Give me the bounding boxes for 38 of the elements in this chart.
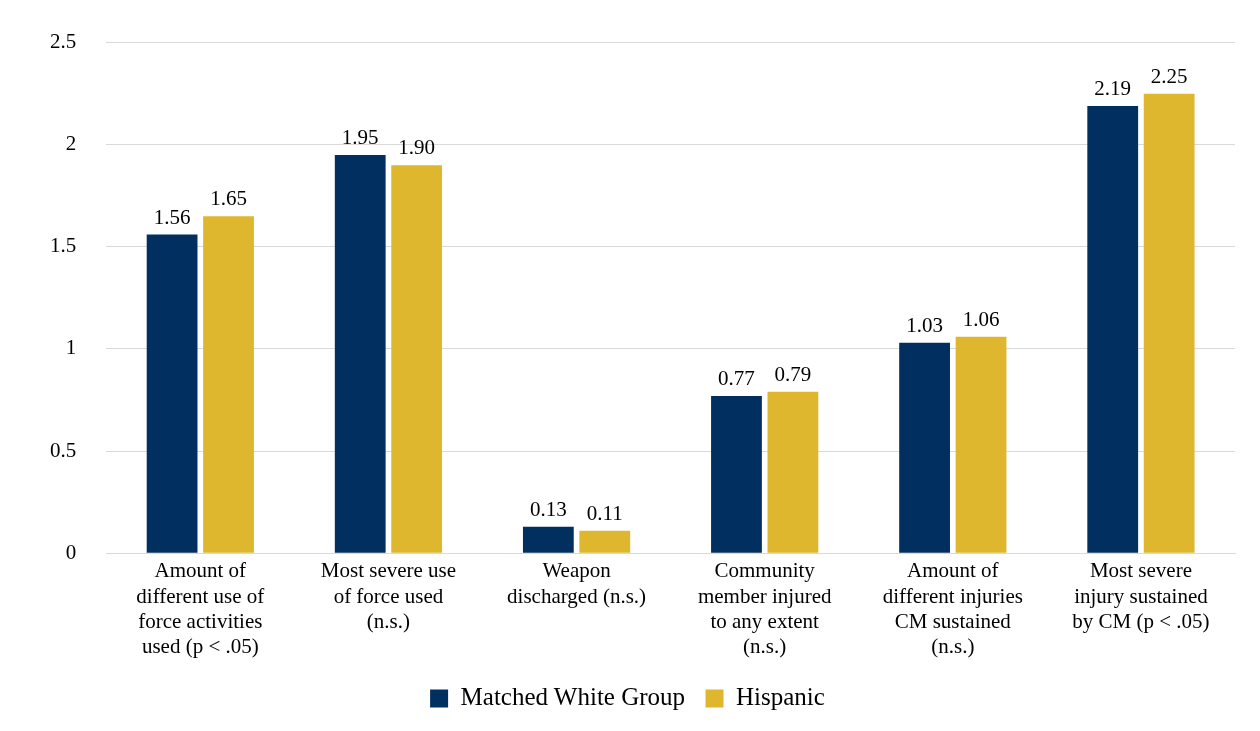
bar [955, 336, 1007, 553]
data-label: 1.06 [962, 306, 1000, 331]
data-label: 0.13 [529, 496, 567, 521]
legend-label: Matched White Group [460, 683, 686, 711]
data-label: 1.65 [210, 186, 247, 211]
data-label: 0.77 [718, 365, 755, 390]
y-tick-label: 2 [65, 131, 77, 156]
bar [767, 391, 819, 553]
y-tick-label: 2.5 [50, 29, 77, 54]
data-label: 0.79 [774, 361, 812, 386]
bar [579, 530, 631, 553]
bar [146, 234, 198, 553]
data-label: 0.11 [586, 500, 623, 525]
x-tick-label: Most severe injury sustained by CM (p < .05) [1072, 558, 1210, 633]
bar [334, 154, 386, 553]
data-label: 2.25 [1150, 63, 1188, 88]
x-tick-label: Weapon discharged (n.s.) [507, 558, 647, 608]
data-label: 1.56 [153, 204, 191, 229]
y-tick-label: 0 [65, 539, 77, 564]
y-tick-label: 1 [65, 335, 77, 360]
data-label: 2.19 [1094, 75, 1132, 100]
bar [1087, 105, 1139, 553]
x-tick-label: Most severe use of force used (n.s.) [320, 558, 457, 633]
data-label: 1.03 [906, 312, 943, 337]
legend-label: Hispanic [736, 683, 825, 711]
bar [203, 216, 254, 553]
x-tick-label: Amount of different use of force activities used (p < .05) [136, 558, 265, 658]
data-label: 1.90 [398, 135, 436, 160]
bar [522, 526, 574, 553]
y-tick-label: 1.5 [50, 233, 77, 258]
bar [1143, 93, 1195, 553]
data-label: 1.95 [341, 124, 379, 149]
bar [391, 165, 443, 553]
bar [899, 342, 950, 553]
bar [711, 395, 762, 553]
x-tick-label: Amount of different injuries CM sustained (n.s.) [882, 558, 1023, 658]
x-tick-label: Community member injured to any extent (n.s.) [697, 558, 832, 658]
y-tick-label: 0.5 [50, 437, 77, 462]
